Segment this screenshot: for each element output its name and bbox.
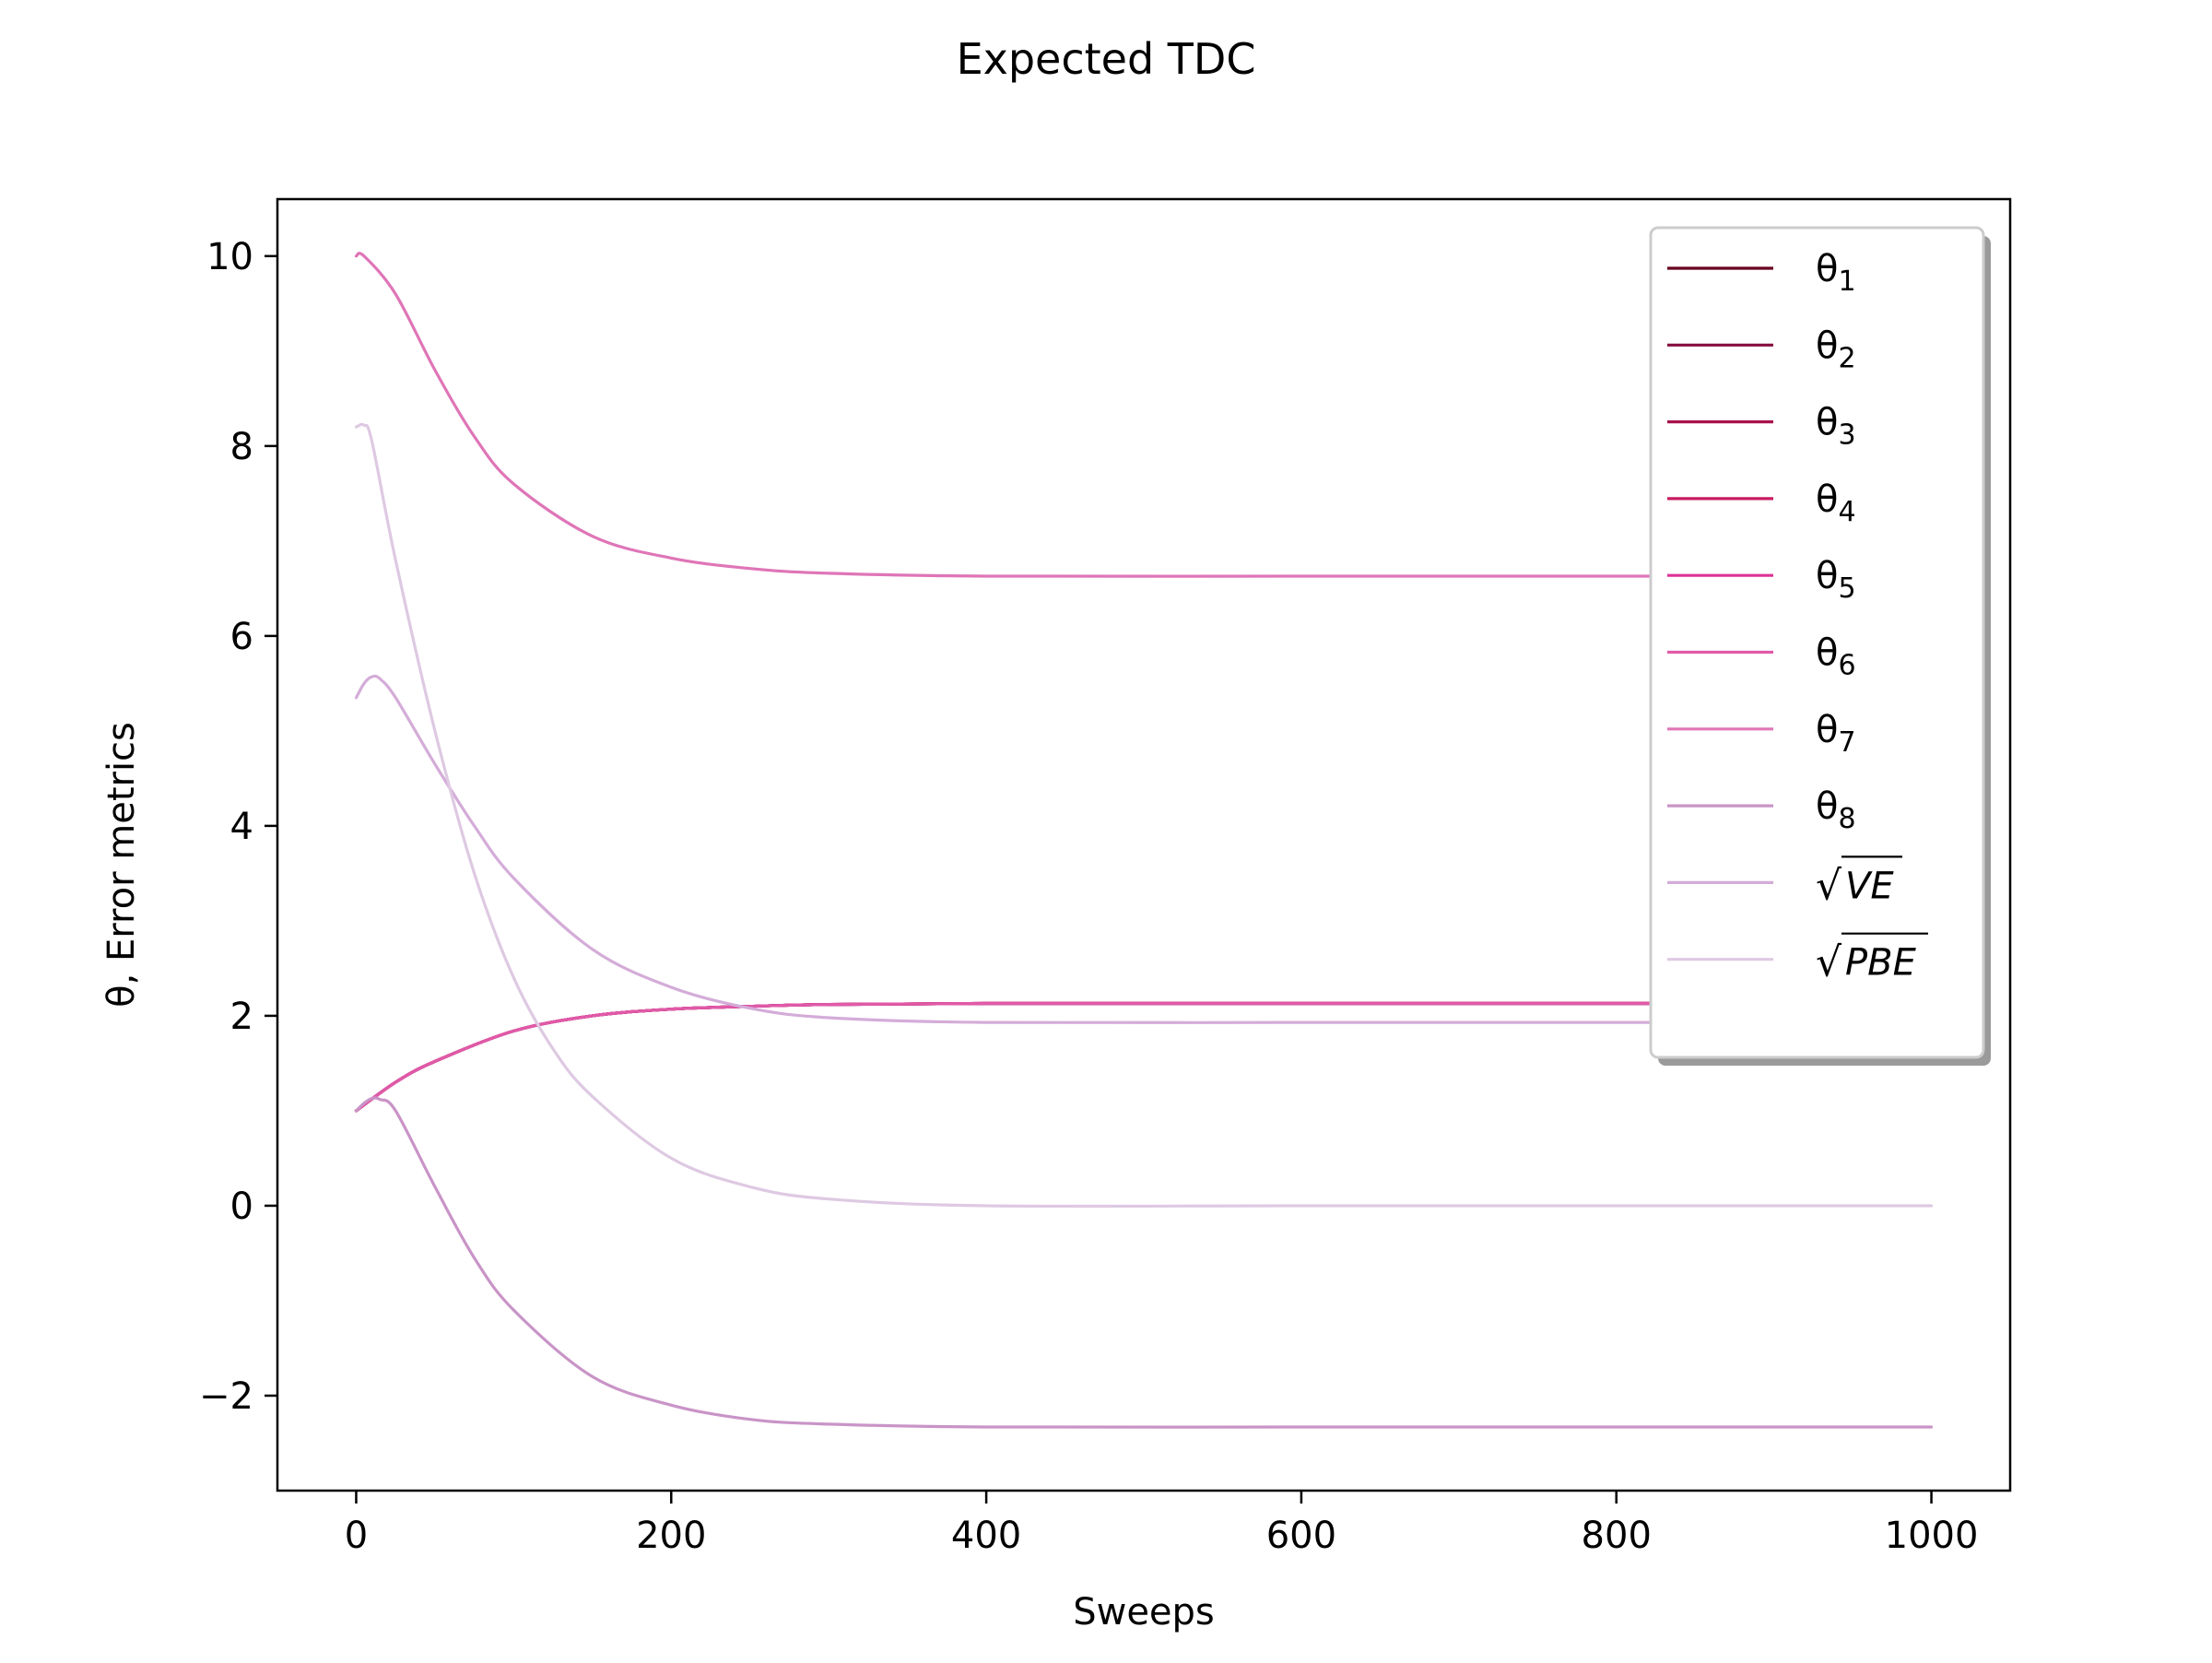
- y-tick-label: −2: [199, 1375, 253, 1418]
- legend: θ1 θ2 θ3 θ4 θ5 θ6 θ7 θ8 √ VE√ PBE: [1649, 226, 1991, 1066]
- x-tick-label: 800: [1582, 1515, 1652, 1557]
- legend-label: θ4: [1816, 478, 1856, 528]
- series-line-6: [354, 1001, 1934, 1113]
- legend-label: θ8: [1816, 785, 1856, 835]
- x-tick-label: 200: [636, 1515, 706, 1557]
- legend-radical: √: [1816, 862, 1842, 909]
- series-layer: [354, 252, 1934, 1429]
- legend-label: PBE: [1845, 942, 1917, 985]
- y-tick-label: 6: [230, 616, 253, 658]
- x-tick-label: 400: [951, 1515, 1021, 1557]
- x-axis-ticks: 0 200 400 600 800 1000: [345, 1491, 1979, 1557]
- legend-label: θ3: [1816, 402, 1856, 452]
- y-tick-label: 2: [230, 996, 253, 1038]
- x-tick-label: 0: [345, 1515, 368, 1557]
- series-line-10: [354, 422, 1934, 1209]
- plot-frame: [276, 197, 2012, 1492]
- legend-label: VE: [1845, 865, 1894, 907]
- legend-label: θ7: [1816, 709, 1856, 759]
- chart-title: Expected TDC: [957, 34, 1256, 84]
- legend-radical: √: [1816, 939, 1842, 986]
- y-axis-label: θ, Error metrics: [100, 722, 143, 1008]
- y-tick-label: 10: [206, 236, 253, 278]
- series-line-9: [354, 674, 1934, 1025]
- y-tick-label: 8: [230, 426, 253, 468]
- series-line-7: [354, 252, 1934, 578]
- x-tick-label: 600: [1266, 1515, 1336, 1557]
- y-axis-ticks: −2 0 2 4 6 8 10: [199, 236, 277, 1418]
- y-tick-label: 0: [230, 1185, 253, 1228]
- legend-label: θ5: [1816, 555, 1856, 605]
- x-axis-label: Sweeps: [1073, 1591, 1215, 1634]
- y-tick-label: 4: [230, 806, 253, 848]
- legend-label: θ6: [1816, 632, 1856, 682]
- legend-label: θ2: [1816, 324, 1856, 374]
- x-tick-label: 1000: [1885, 1515, 1979, 1557]
- legend-box: [1649, 226, 1985, 1059]
- legend-label: θ1: [1816, 248, 1856, 298]
- series-line-8: [354, 1096, 1934, 1429]
